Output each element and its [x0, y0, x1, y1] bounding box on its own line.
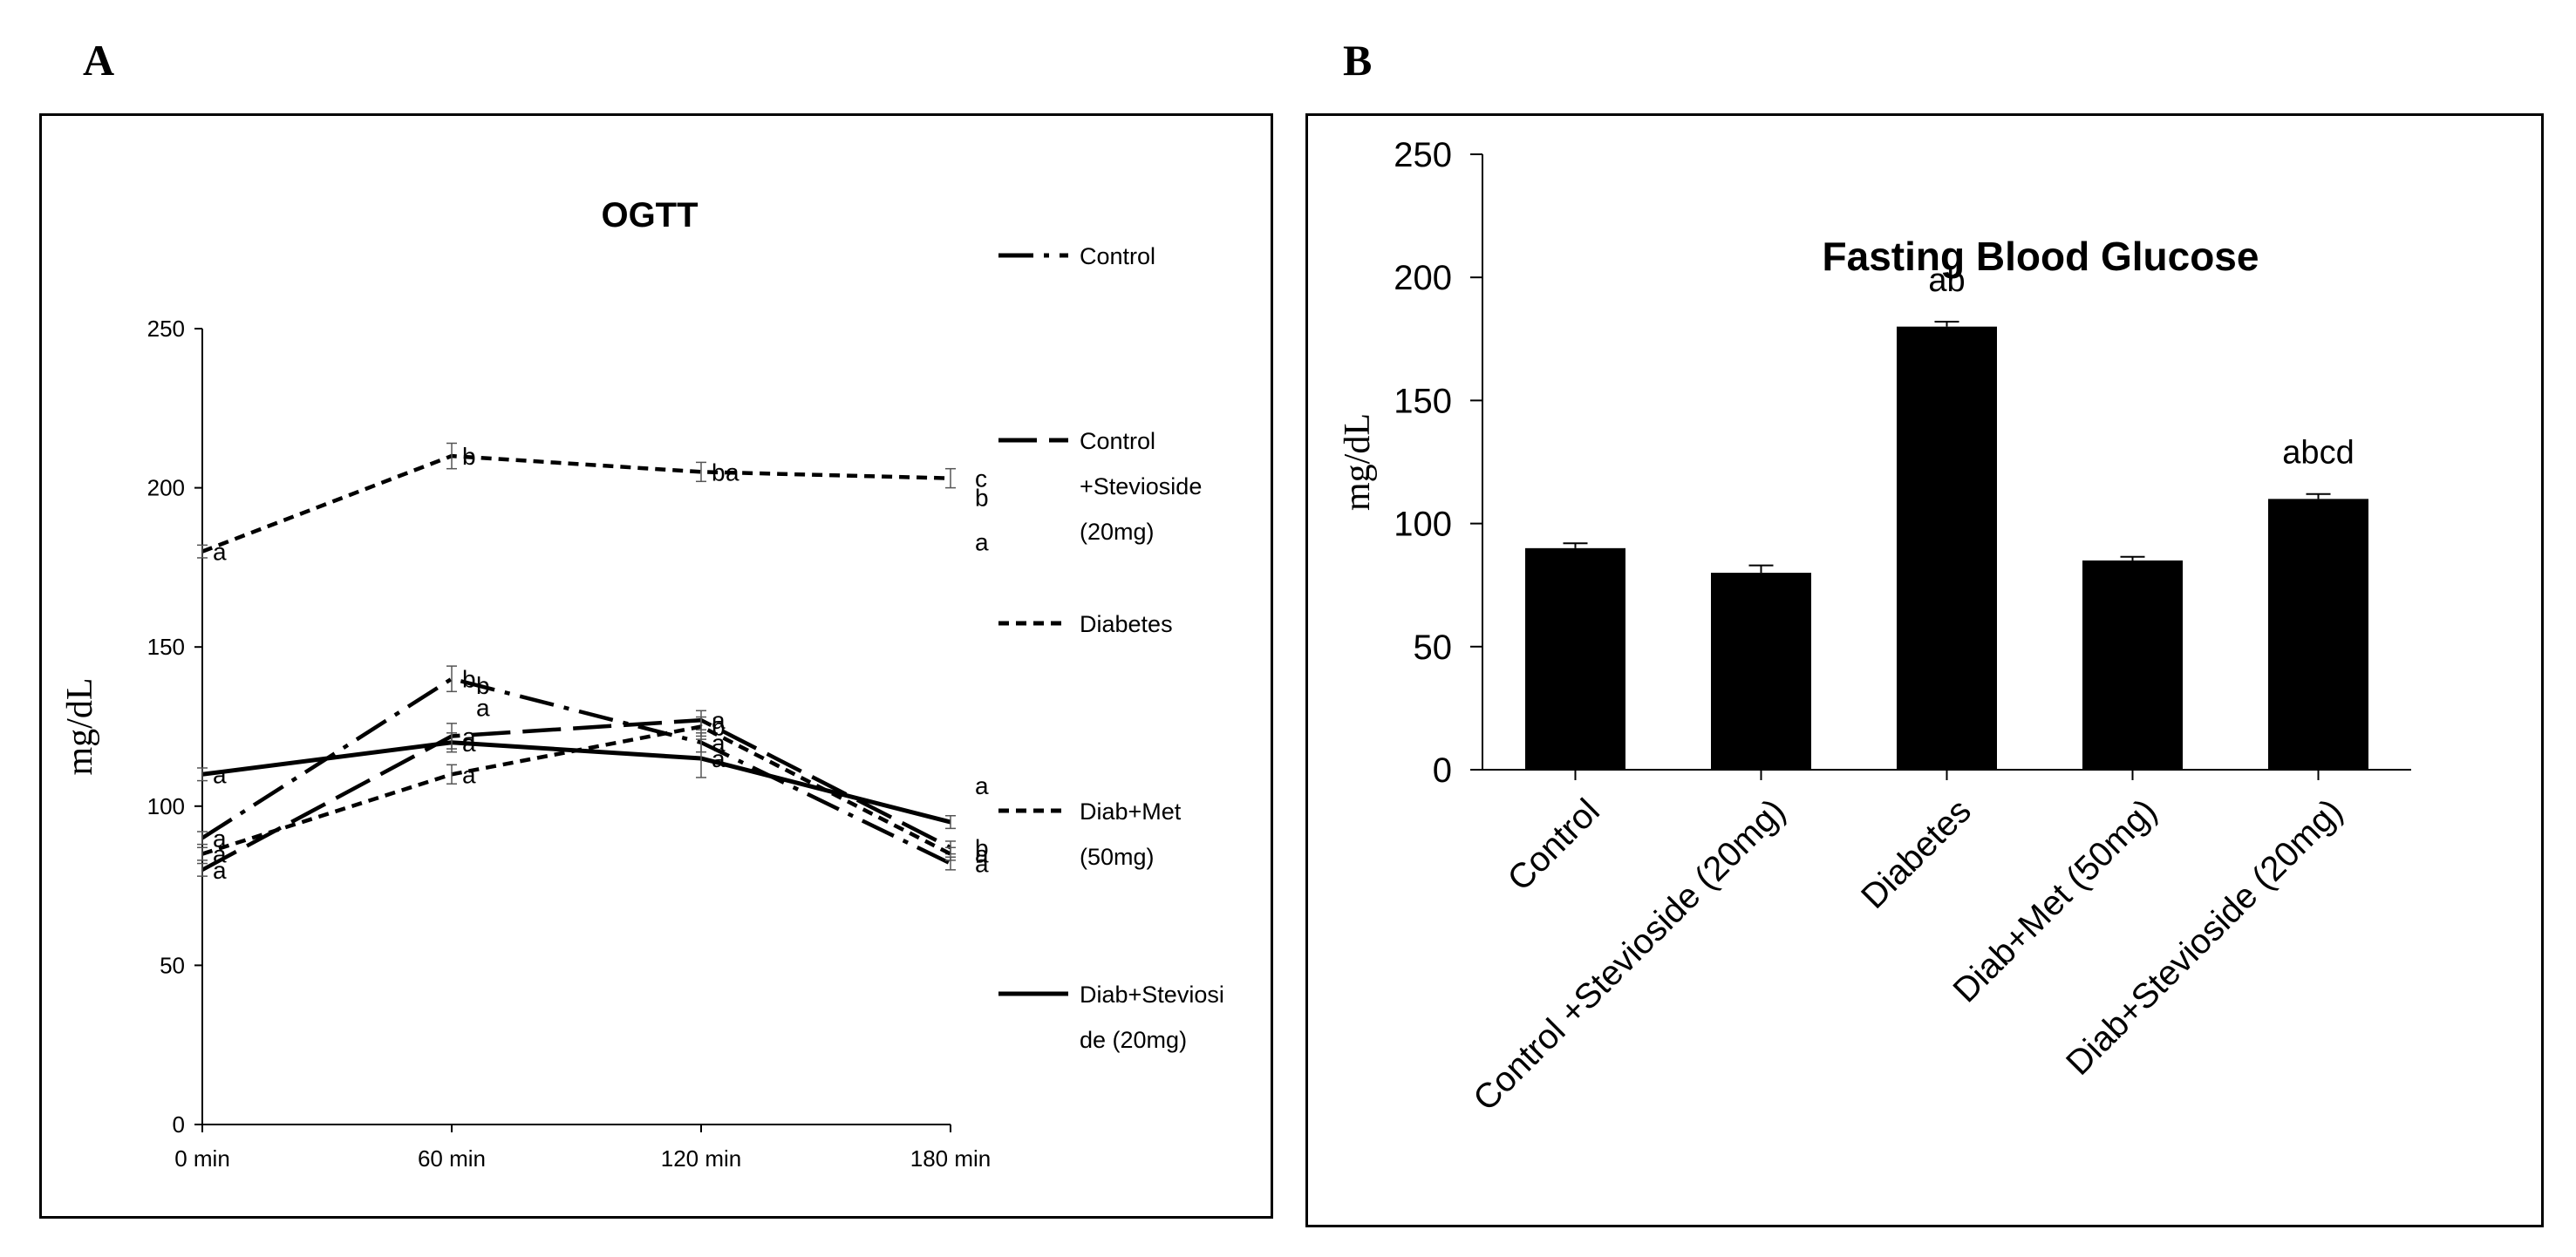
- significance-label: a: [712, 730, 726, 757]
- bar-significance-label: ab: [1928, 262, 1965, 299]
- significance-label: a: [476, 695, 490, 722]
- significance-label: a: [975, 851, 989, 878]
- significance-label: b: [975, 485, 989, 512]
- chart-a-x-tick-label: 0 min: [174, 1145, 230, 1172]
- significance-label: a: [712, 745, 726, 772]
- chart-a-y-tick-label: 50: [160, 952, 185, 978]
- bar-2: [1711, 573, 1811, 770]
- bar-category-label: Control: [1501, 792, 1607, 898]
- bar-category-label: Control +Stevioside (20mg): [1466, 792, 1793, 1118]
- bar-4: [2082, 560, 2183, 770]
- significance-label: a: [726, 459, 739, 486]
- chart-b-y-tick-label: 200: [1394, 259, 1452, 297]
- significance-label: a: [213, 539, 227, 566]
- legend-label: Diab+Steviosi: [1080, 982, 1224, 1008]
- significance-label: a: [462, 761, 476, 788]
- significance-label: a: [213, 761, 227, 788]
- legend-label: (20mg): [1080, 519, 1155, 545]
- chart-b-y-tick-label: 50: [1414, 628, 1453, 667]
- chart-a-y-tick-label: 200: [147, 475, 185, 501]
- significance-label: b: [462, 443, 476, 470]
- panel-a-frame: [39, 113, 1273, 1219]
- significance-label: c: [975, 465, 987, 493]
- series-line-5: [201, 740, 951, 825]
- legend-label: Diab+Met: [1080, 798, 1182, 825]
- significance-label: b: [975, 834, 989, 861]
- bar-category-label: Diab+Met (50mg): [1946, 792, 2164, 1009]
- significance-label: a: [213, 857, 227, 884]
- significance-label: a: [975, 529, 989, 556]
- bar-significance-label: abcd: [2282, 435, 2354, 472]
- significance-label: a: [462, 730, 476, 757]
- legend-label: de (20mg): [1080, 1027, 1187, 1053]
- significance-label: b: [476, 672, 490, 699]
- chart-b-y-tick-label: 0: [1433, 751, 1452, 790]
- legend-label: +Stevioside: [1080, 473, 1202, 499]
- legend-label: Control: [1080, 428, 1155, 454]
- chart-b-title: Fasting Blood Glucose: [1823, 234, 2259, 279]
- chart-a-y-label: mg/dL: [60, 678, 100, 776]
- bar-5: [2268, 499, 2368, 770]
- chart-a-y-tick-label: 0: [173, 1111, 185, 1138]
- chart-a-x-tick-label: 180 min: [910, 1145, 992, 1172]
- chart-a-title: OGTT: [601, 196, 698, 234]
- chart-a-y-tick-label: 150: [147, 634, 185, 660]
- bar-1: [1525, 547, 1625, 770]
- panel-label-b: B: [1343, 36, 1373, 85]
- legend-label: (50mg): [1080, 844, 1155, 870]
- chart-a-x-tick-label: 60 min: [418, 1145, 486, 1172]
- chart-a-x-tick-label: 120 min: [661, 1145, 742, 1172]
- significance-label: b: [462, 666, 476, 693]
- bar-3: [1897, 326, 1997, 770]
- chart-a-y-tick-label: 100: [147, 793, 185, 819]
- significance-label: b: [712, 714, 726, 741]
- chart-b-y-tick-label: 150: [1394, 382, 1452, 420]
- legend-label: Diabetes: [1080, 611, 1173, 637]
- series-line-3: [201, 453, 951, 554]
- chart-a-y-tick-label: 250: [147, 316, 185, 342]
- significance-label: a: [712, 707, 726, 734]
- legend-label: Control: [1080, 243, 1155, 269]
- significance-label: a: [975, 841, 989, 868]
- significance-label: a: [975, 772, 989, 799]
- bar-category-label: Diabetes: [1854, 792, 1979, 916]
- series-line-2: [201, 717, 952, 872]
- significance-label: b: [712, 459, 726, 486]
- panel-label-a: A: [83, 36, 115, 85]
- significance-label: a: [213, 841, 227, 868]
- chart-b-y-tick-label: 250: [1394, 136, 1452, 174]
- chart-b-y-label: mg/dL: [1338, 413, 1378, 511]
- chart-b-y-tick-label: 100: [1394, 506, 1452, 544]
